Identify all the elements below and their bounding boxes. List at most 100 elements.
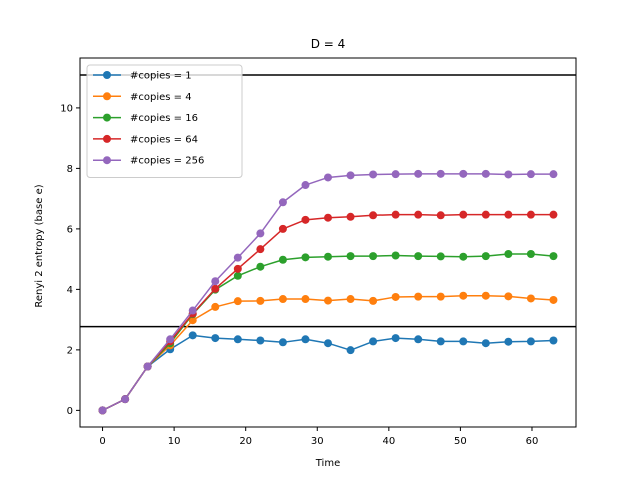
y-tick-label: 2 [67,345,73,356]
legend-label: #copies = 1 [130,71,192,82]
series-3-point [278,255,287,264]
series-5-point [459,169,468,178]
series-2-point [301,295,310,304]
series-1-point [481,339,490,348]
series-4-point [301,215,310,224]
series-5-point [391,170,400,179]
series-1-point [211,334,220,343]
axes: 0 10 20 30 40 50 60 0 2 4 6 8 10 [60,57,577,447]
series-3-point [526,249,535,258]
series-3-point [256,262,265,271]
x-tick-label: 50 [454,436,467,447]
legend-label: #copies = 16 [130,113,198,124]
x-tick-label: 10 [168,436,181,447]
legend-swatch-marker [103,134,111,143]
series-1-point [278,338,287,347]
series-2-point [391,292,400,301]
series-5-point [166,335,175,344]
series-1-point [346,346,355,355]
series-2-point [526,294,535,303]
x-axis-label: Time [315,458,340,469]
legend-label: #copies = 256 [130,156,204,167]
series-5-point [211,277,220,286]
series-1-point [526,337,535,346]
series-2-point [278,295,287,304]
series-5-point [369,170,378,179]
series-5-point [301,181,310,190]
series-5-point [98,406,107,415]
x-tick-label: 40 [382,436,395,447]
series-2-point [481,291,490,300]
series-2-point [256,296,265,305]
series-1-point [301,335,310,344]
series-3-point [324,252,332,261]
series-5-point [121,395,130,404]
legend-label: #copies = 64 [130,134,198,145]
series-2-point [188,316,197,325]
series-4-point [324,213,332,222]
series-5-point [549,170,558,179]
series-5-point [143,362,152,371]
series-5-point [346,171,355,180]
series-3-point [369,252,378,261]
y-tick-label: 4 [67,285,73,296]
y-tick-label: 10 [60,103,73,114]
series-4-point [278,224,287,233]
series-1-point [324,339,332,348]
legend: #copies = 1 #copies = 4 #copies = 16 #copie… [86,64,243,178]
series-2-point [369,296,378,305]
series-2-point [459,291,468,300]
legend-box [86,64,243,178]
y-tick-label: 8 [67,164,73,175]
series-4-point [233,264,242,273]
series-1-point [459,337,468,346]
series-4-point [414,210,423,219]
series-1-point [233,335,242,344]
series-4-point [256,245,265,254]
series-4-point [526,210,535,219]
series-5-point [414,169,423,178]
series-2-point [233,297,242,306]
series-1-point [436,337,445,346]
x-tick-label: 30 [311,436,324,447]
series-5-point [188,306,197,315]
series-3-point [346,252,355,261]
series-5-point [256,229,265,238]
series-4-point [211,284,220,293]
chart-title: D = 4 [311,37,346,51]
series-2-point [211,302,220,311]
series-3-point [391,251,400,260]
series-4-point [549,210,558,219]
legend-swatch-marker [103,92,111,101]
axes-frame [79,57,577,428]
series-3-point [459,252,468,261]
series-5-point [526,170,535,179]
legend-swatch-marker [103,71,111,79]
series-4-point [504,210,513,219]
series-1-point [369,337,378,346]
legend-label: #copies = 4 [130,92,192,103]
series-3-point [233,271,242,280]
y-tick-label: 0 [67,406,73,417]
series-2-point [324,296,332,305]
y-tick-label: 6 [67,224,73,235]
series-4-point [459,210,468,219]
legend-swatch-marker [103,156,111,165]
x-tick-label: 0 [99,436,105,447]
legend-swatch-marker [103,113,111,122]
series-4-point [481,210,490,219]
series-1-point [549,336,558,345]
series-3-point [301,253,310,262]
series-2-point [414,292,423,301]
series-4-point [391,210,400,219]
series-2-point [504,292,513,301]
series-1-point [504,337,513,346]
series-2-point [436,292,445,301]
series-5-point [436,169,445,178]
series-4-point [369,211,378,220]
series-2-point [549,295,558,304]
series-5-point [504,170,513,179]
series-4-point [436,211,445,220]
series-5-point [278,198,287,207]
